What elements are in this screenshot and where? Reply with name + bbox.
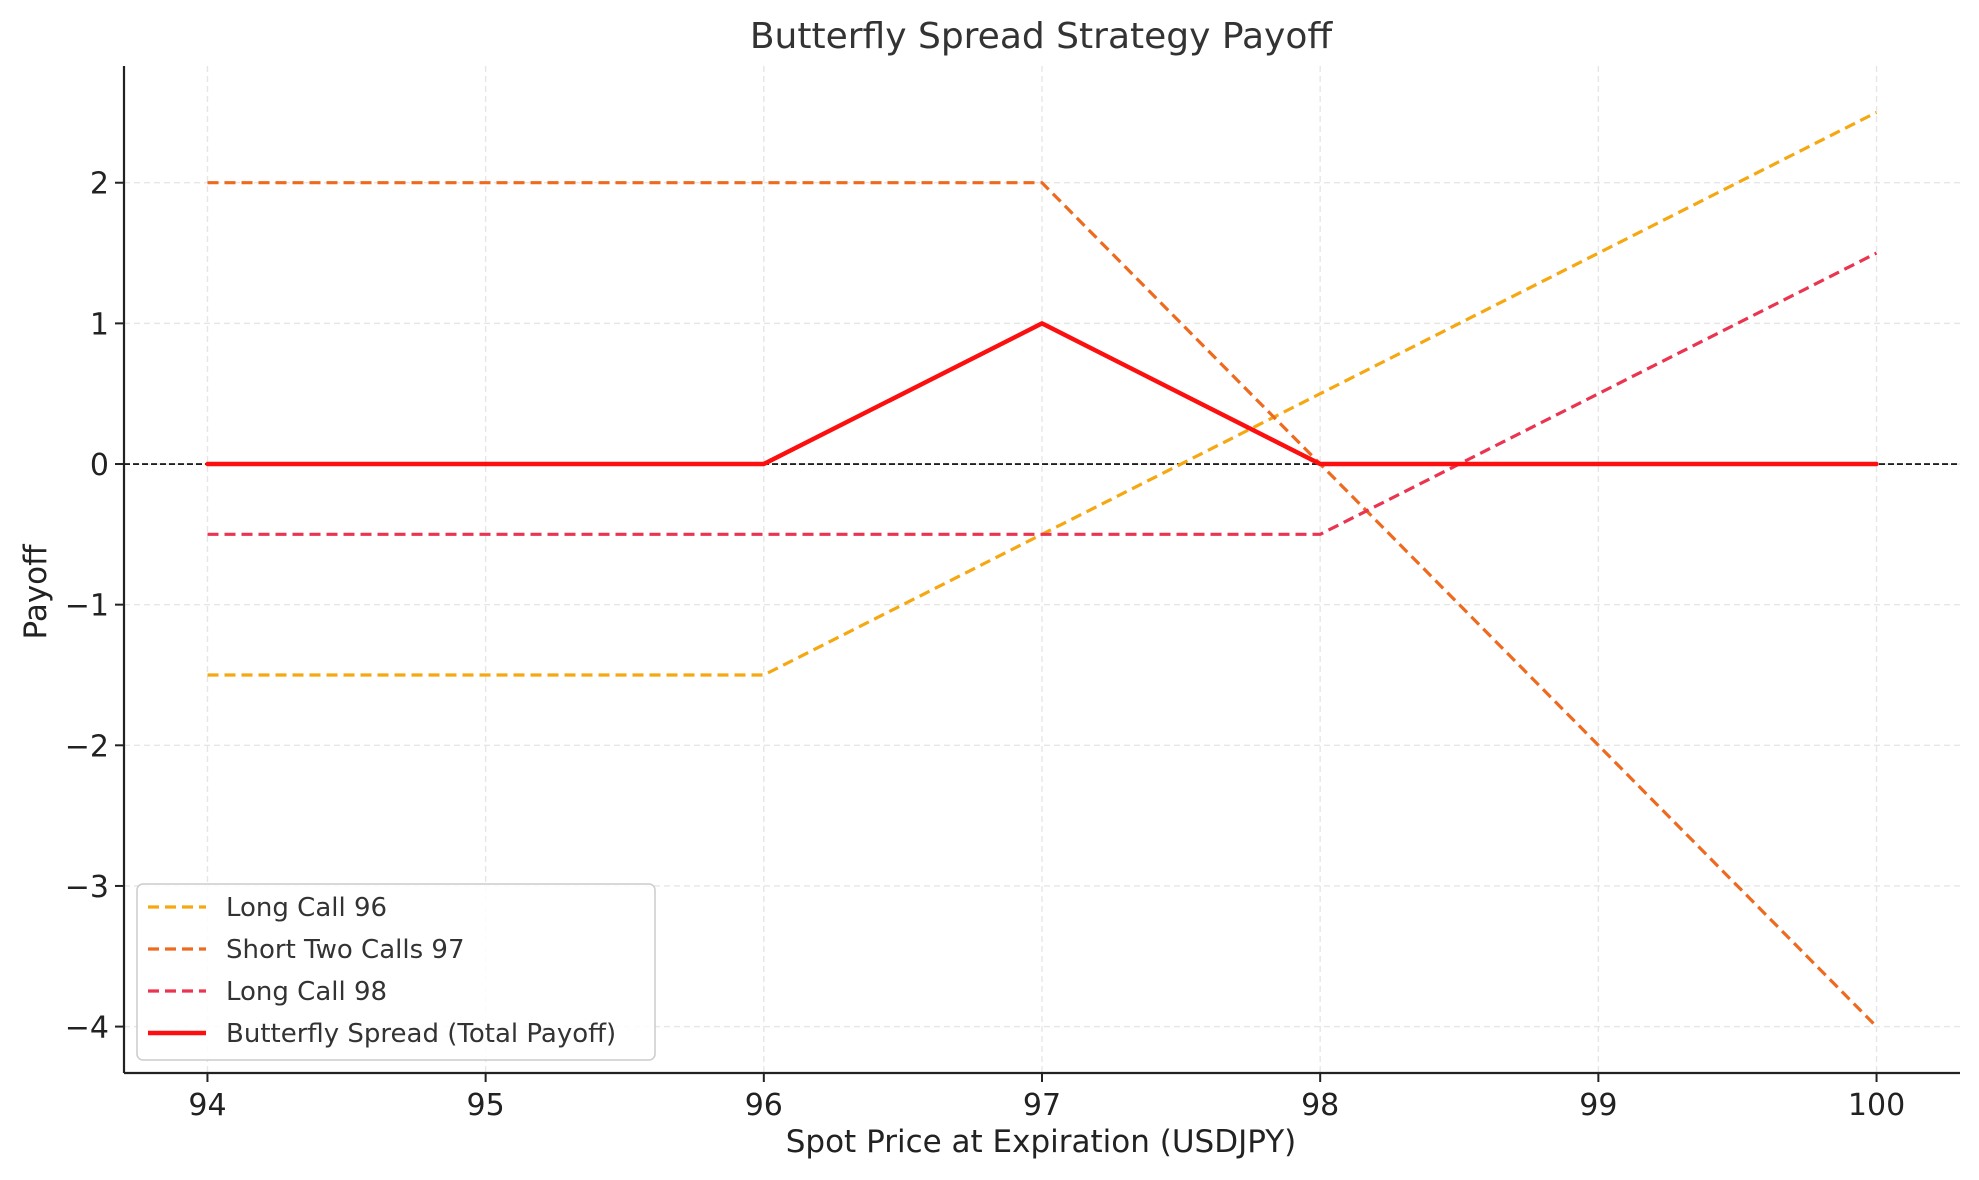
x-tick-label: 98 [1301, 1088, 1339, 1123]
series-line-3 [207, 251, 1878, 536]
x-tick-label: 99 [1579, 1088, 1617, 1123]
legend: Long Call 96 Short Two Calls 97 Long Call … [136, 883, 656, 1061]
x-tick-label: 100 [1848, 1088, 1905, 1123]
axes: 94 95 96 97 98 99 100 −4 −3 −2 −1 0 1 2 [65, 66, 1960, 1123]
y-tick-label: −1 [65, 589, 109, 624]
series-line-2 [207, 181, 1878, 1028]
x-axis-label: Spot Price at Expiration (USDJPY) [786, 1124, 1297, 1160]
y-tick-label: 1 [90, 307, 109, 342]
legend-label-1: Long Call 96 [226, 893, 387, 923]
x-tick-label: 94 [188, 1088, 226, 1123]
legend-label-2: Short Two Calls 97 [226, 935, 464, 965]
x-tick-label: 95 [467, 1088, 505, 1123]
x-tick-label: 96 [745, 1088, 783, 1123]
legend-box [136, 883, 656, 1061]
series-line-4 [205, 321, 1879, 467]
y-tick-label: −2 [65, 729, 109, 764]
y-tick-label: 0 [90, 448, 109, 483]
y-tick-label: −4 [65, 1011, 109, 1046]
y-axis-label: Payoff [18, 544, 54, 640]
y-tick-label: −3 [65, 870, 109, 905]
legend-label-4: Butterfly Spread (Total Payoff) [226, 1019, 616, 1049]
legend-label-3: Long Call 98 [226, 977, 387, 1007]
y-tick-label: 2 [90, 167, 109, 202]
x-tick-label: 97 [1023, 1088, 1061, 1123]
series-layer [205, 110, 1879, 1028]
chart-title: Butterfly Spread Strategy Payoff [750, 16, 1334, 57]
